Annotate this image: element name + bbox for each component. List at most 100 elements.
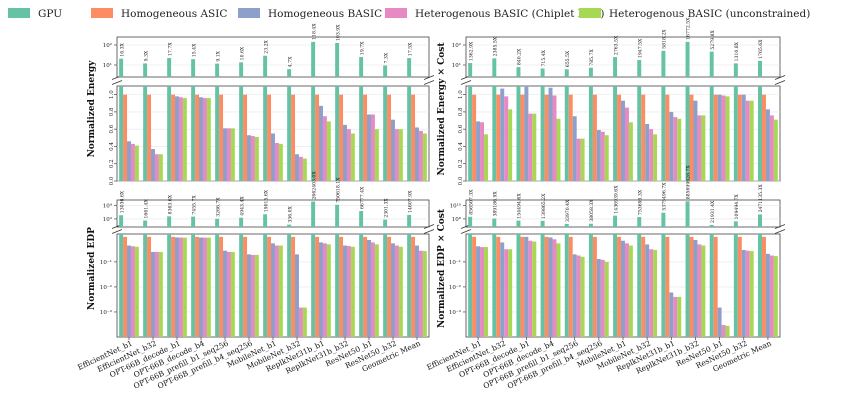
bar-gpu-top-mobilenet-b1 [263,55,268,77]
bar-gpu-mobilenet-b32 [637,234,642,337]
bar-homogeneous-asic-efficientnet-b1 [123,236,128,337]
gpu-value-label: 4943.4X [239,196,245,216]
gpu-value-label: 753693.3X [637,189,643,215]
bar-homogeneous-basic-opt-66b-decode-b4 [548,237,553,337]
bar-homogeneous-basic-efficientnet-b1 [476,121,481,181]
bar-gpu-replknet31b-b1 [661,234,666,337]
bar-gpu-efficientnet-b32 [143,234,148,337]
bar-homogeneous-basic-resnet50-b32 [741,249,746,337]
bar-gpu-opt-66b-prefill-b4-seq256 [588,86,593,181]
bar-gpu-top-opt-66b-decode-b4 [191,216,196,227]
legend-label-heterogenous-basic-chiplet-pool: Heterogenous BASIC (Chiplet Pool) [415,8,605,20]
bar-homogeneous-asic-mobilenet-b1 [617,236,622,337]
bar-heterogenous-basic-chiplet-pool-opt-66b-prefill-b1-seq256 [226,251,231,337]
y-tick-label: 0.4 [458,142,464,151]
bar-homogeneous-asic-opt-66b-prefill-b4-seq256 [592,236,597,337]
bar-gpu-efficientnet-b1 [119,86,124,181]
panel-edp: 10⁻¹ 10⁻² 10⁻³ 10³ 10⁴ 13036.6X 1661.4X 8363.6X… [76,171,435,391]
bar-gpu-opt-66b-decode-b4 [540,86,545,181]
bar-gpu-top-efficientnet-b32 [143,220,148,227]
gpu-value-label: 5818.2X [662,29,668,49]
bar-homogeneous-asic-opt-66b-prefill-b4-seq256 [592,94,597,181]
bar-gpu-opt-66b-decode-b1 [516,86,521,181]
bar-homogeneous-basic-mobilenet-b1 [271,243,275,337]
bar-heterogenous-basic-chiplet-pool-opt-66b-prefill-b1-seq256 [576,138,581,181]
gpu-value-label: 154494.6X [517,193,523,219]
gpu-value-label: 3266.7X [215,197,221,217]
y-tick-label: 0.6 [109,124,115,133]
gpu-value-label: 389186.9X [493,191,499,217]
gpu-value-label: 2763.5X [613,35,619,55]
upper-tick-label: 10¹ [452,62,461,69]
bar-gpu-top-opt-66b-prefill-b1-seq256 [215,63,220,77]
y-tick-label: 10⁻¹ [100,259,112,266]
bar-heterogenous-basic-unconstrained-efficientnet-b32 [158,154,163,181]
bar-gpu-geometric-mean [407,234,412,337]
bar-heterogenous-basic-chiplet-pool-replknet31b-b1 [673,296,678,337]
bar-heterogenous-basic-unconstrained-efficientnet-b32 [158,251,163,337]
bar-gpu-opt-66b-decode-b1 [167,234,172,337]
bar-gpu-top-resnet50-b32 [383,219,388,227]
y-tick-label: 0.8 [458,107,464,116]
gpu-value-label: 5279.8X [710,30,716,50]
gpu-value-label: 785.7X [589,49,595,66]
bar-heterogenous-basic-chiplet-pool-replknet31b-b1 [322,116,327,181]
bar-gpu-top-opt-66b-decode-b4 [540,220,545,227]
bar-gpu-replknet31b-b32 [685,86,690,181]
bar-heterogenous-basic-unconstrained-opt-66b-prefill-b4-seq256 [604,135,609,181]
bar-homogeneous-asic-replknet31b-b32 [689,94,694,181]
bar-heterogenous-basic-chiplet-pool-opt-66b-prefill-b1-seq256 [226,128,231,181]
y-tick-label: 10⁻¹ [449,259,461,266]
bar-heterogenous-basic-unconstrained-opt-66b-prefill-b1-seq256 [230,251,235,337]
upper-tick-label: 10⁸ [452,216,462,223]
bar-heterogenous-basic-unconstrained-replknet31b-b32 [701,115,706,181]
bar-heterogenous-basic-unconstrained-resnet50-b1 [374,129,379,181]
bar-gpu-geometric-mean [758,86,762,181]
bar-gpu-top-mobilenet-b1 [613,57,618,77]
bar-heterogenous-basic-unconstrained-geometric-mean [422,133,427,181]
gpu-value-label: 66777.4X [359,186,365,209]
bar-heterogenous-basic-unconstrained-mobilenet-b32 [302,307,307,337]
bar-gpu-efficientnet-b32 [492,86,497,181]
bar-gpu-top-geometric-mean [407,58,412,77]
bar-heterogenous-basic-unconstrained-resnet50-b32 [398,129,403,181]
bar-homogeneous-basic-mobilenet-b1 [271,133,275,181]
bar-gpu-efficientnet-b32 [143,86,148,181]
gpu-value-label: 2301.3X [383,198,389,218]
bar-homogeneous-asic-replknet31b-b32 [689,236,694,337]
bar-gpu-opt-66b-prefill-b4-seq256 [239,234,244,337]
gpu-value-label: 109494.7X [734,193,740,219]
legend-label-homogeneous-basic: Homogeneous BASIC [268,8,382,20]
axis-break-mark [423,75,435,80]
bar-homogeneous-basic-replknet31b-b1 [669,292,674,337]
bar-gpu-top-mobilenet-b32 [287,69,292,77]
bar-gpu-opt-66b-decode-b4 [191,86,196,181]
bar-homogeneous-asic-efficientnet-b32 [496,94,501,181]
gpu-value-label: 23.2X [263,39,269,53]
axis-break-mark [774,75,786,80]
bar-homogeneous-basic-mobilenet-b1 [621,100,625,181]
legend-label-heterogenous-basic-unconstrained: Heterogenous BASIC (unconstrained) [609,8,810,20]
bar-homogeneous-asic-opt-66b-prefill-b1-seq256 [568,94,573,181]
gpu-value-label: 655.5X [565,50,571,67]
bar-homogeneous-basic-resnet50-b1 [367,114,371,181]
bar-gpu-top-replknet31b-b32 [685,41,690,77]
bar-homogeneous-basic-opt-66b-decode-b1 [524,86,529,181]
gpu-value-label: 118.4X [311,23,317,40]
bar-homogeneous-basic-mobilenet-b32 [645,124,650,181]
bar-gpu-top-resnet50-b1 [709,51,714,77]
bar-homogeneous-basic-opt-66b-prefill-b4-seq256 [596,130,601,181]
bar-gpu-top-geometric-mean [758,214,762,227]
gpu-value-label: 33970.4X [565,199,571,222]
bar-heterogenous-basic-unconstrained-opt-66b-decode-b1 [182,237,187,337]
bar-gpu-top-geometric-mean [758,60,762,77]
gpu-value-label: 10.6X [239,46,245,60]
bar-homogeneous-asic-opt-66b-decode-b1 [520,94,525,181]
bar-homogeneous-asic-mobilenet-b32 [641,236,646,337]
bar-homogeneous-basic-geometric-mean [415,127,419,181]
bar-homogeneous-asic-opt-66b-prefill-b1-seq256 [568,236,573,337]
bar-gpu-efficientnet-b32 [492,234,497,337]
bar-homogeneous-asic-efficientnet-b1 [472,94,477,181]
bar-gpu-top-replknet31b-b32 [685,201,690,227]
bar-homogeneous-basic-opt-66b-decode-b1 [175,237,179,337]
